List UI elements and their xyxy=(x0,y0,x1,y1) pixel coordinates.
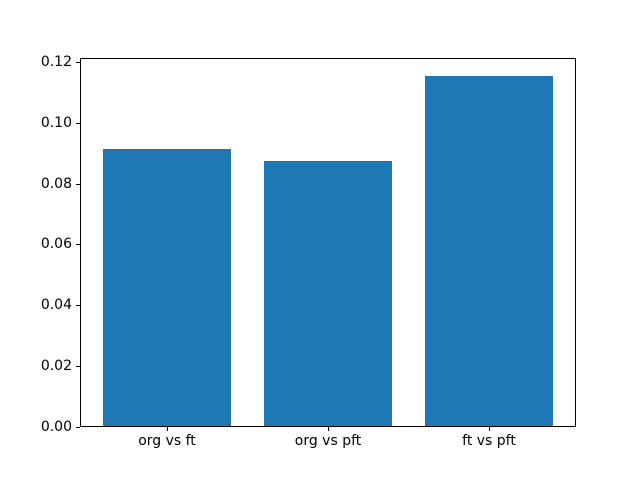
y-tick-mark xyxy=(76,427,80,428)
y-tick-label: 0.06 xyxy=(40,236,72,252)
y-tick-label: 0.00 xyxy=(40,419,72,435)
y-tick-mark xyxy=(76,184,80,185)
y-tick-mark xyxy=(76,305,80,306)
y-tick-label: 0.02 xyxy=(40,358,72,374)
x-tick-mark xyxy=(489,427,490,431)
x-tick-label-ft-vs-pft: ft vs pft xyxy=(462,433,516,449)
y-tick-mark xyxy=(76,123,80,124)
x-tick-mark xyxy=(328,427,329,431)
plot-area xyxy=(80,58,576,427)
y-tick-mark xyxy=(76,244,80,245)
y-tick-label: 0.08 xyxy=(40,176,72,192)
y-tick-label: 0.04 xyxy=(40,297,72,313)
y-tick-mark xyxy=(76,366,80,367)
bar-ft-vs-pft xyxy=(424,76,554,427)
x-tick-label-org-vs-pft: org vs pft xyxy=(294,433,362,449)
x-tick-label-org-vs-ft: org vs ft xyxy=(138,433,196,449)
bar-org-vs-ft xyxy=(102,148,232,427)
y-tick-label: 0.10 xyxy=(40,115,72,131)
x-tick-mark xyxy=(167,427,168,431)
y-tick-mark xyxy=(76,62,80,63)
y-tick-label: 0.12 xyxy=(40,54,72,70)
bar-org-vs-pft xyxy=(263,160,393,427)
